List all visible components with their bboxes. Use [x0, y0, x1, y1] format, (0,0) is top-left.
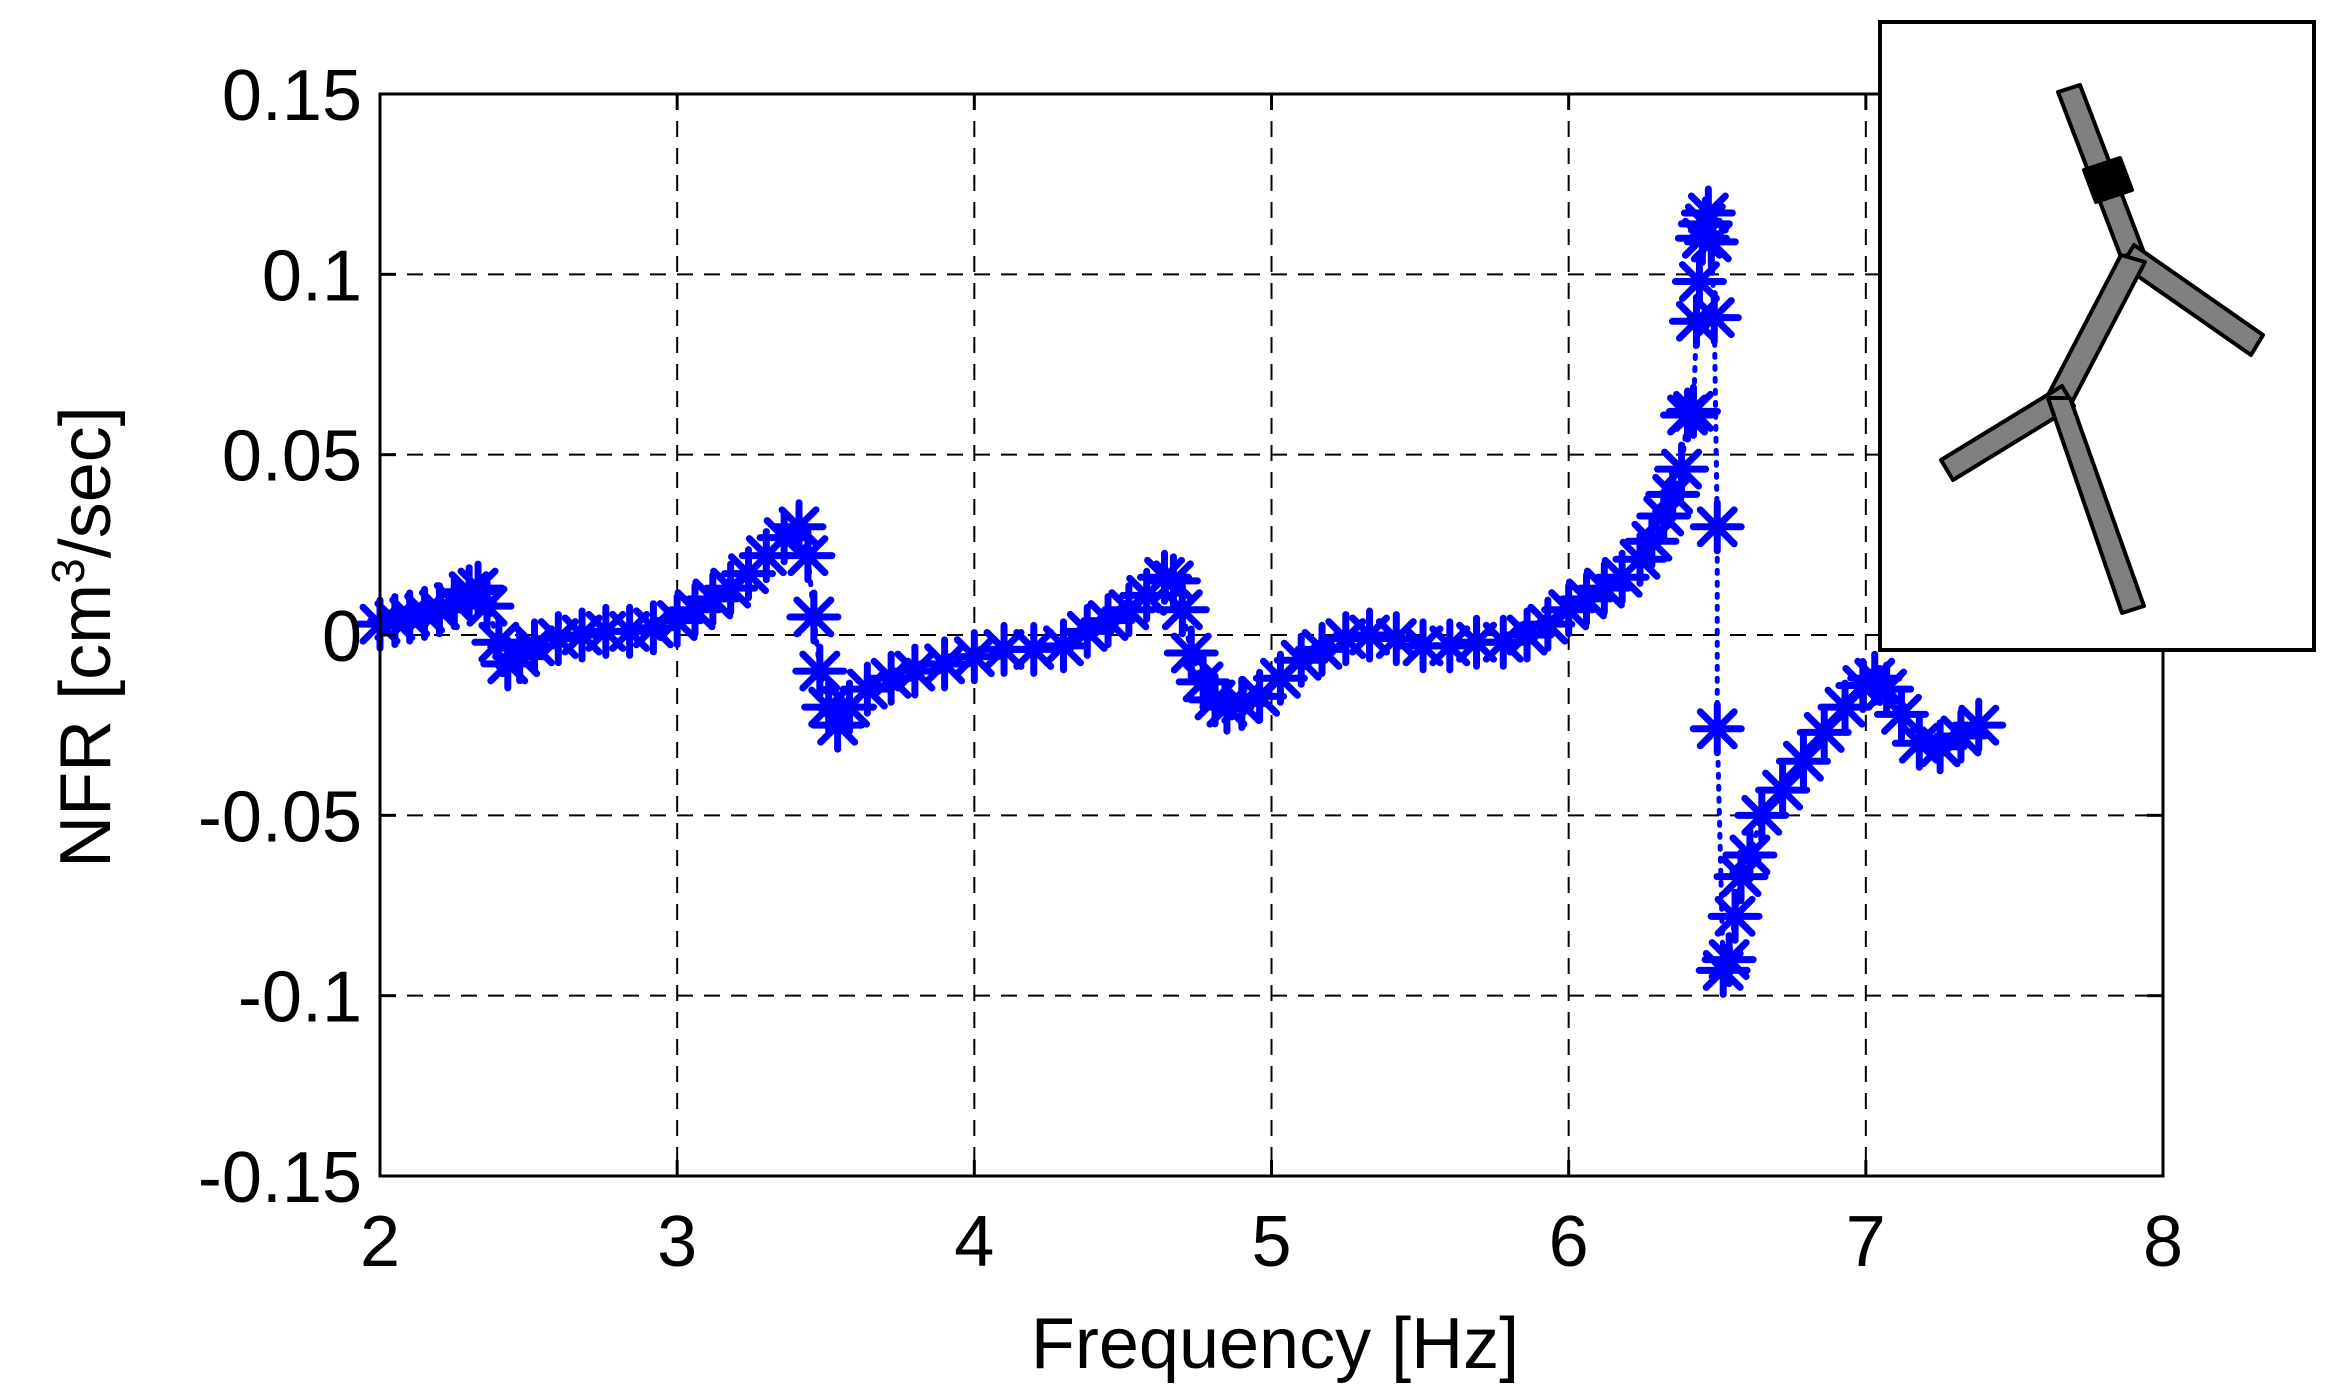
data-point-asterisk	[1686, 290, 1742, 346]
data-point-asterisk	[1873, 686, 1929, 742]
data-point-asterisk	[792, 643, 848, 699]
data-point-asterisk	[1665, 383, 1721, 439]
data-point-asterisk	[1796, 704, 1852, 760]
data-point-asterisk	[1059, 603, 1115, 659]
data-point-asterisk	[1722, 827, 1778, 883]
data-point-asterisk	[1755, 762, 1811, 818]
data-point-asterisk	[1775, 733, 1831, 789]
x-tick-label: 7	[1846, 1202, 1886, 1282]
x-tick-label: 5	[1251, 1202, 1291, 1282]
data-point-asterisk	[685, 571, 741, 627]
data-point-asterisk	[786, 589, 842, 645]
inset-schematic	[1878, 20, 2316, 652]
tube-lower-segment	[2046, 396, 2146, 615]
axis-ticks: 2 3 4 5 6 7 8 -0.15 -0.1 -0.05 0 0.05 0.1 0.15	[198, 56, 2183, 1282]
x-axis-label: Frequency [Hz]	[1031, 1304, 1519, 1384]
y-tick-label: 0.05	[222, 417, 362, 497]
data-point-asterisk	[1654, 441, 1710, 497]
x-tick-label: 6	[1549, 1202, 1589, 1282]
x-tick-label: 8	[2143, 1202, 2183, 1282]
y-tick-label: 0.15	[222, 56, 362, 136]
data-point-asterisk	[1671, 254, 1727, 310]
x-tick-label: 4	[954, 1202, 994, 1282]
data-point-asterisk	[1701, 932, 1757, 988]
y-axis-label-superscript: 3	[42, 558, 94, 584]
x-tick-label: 2	[360, 1202, 400, 1282]
data-point-asterisk	[1689, 701, 1745, 757]
data-point-asterisk	[459, 578, 515, 634]
y-axis-label: NFR [cm3/sec]	[42, 406, 126, 868]
data-point-asterisk	[1859, 661, 1915, 717]
y-axis-label-suffix: /sec]	[46, 406, 126, 558]
data-point-asterisk	[780, 528, 836, 584]
data-series	[352, 185, 2007, 998]
data-point-asterisk	[1475, 614, 1531, 670]
y-axis-label-prefix: NFR [cm	[46, 584, 126, 868]
x-tick-label: 3	[657, 1202, 697, 1282]
data-point-asterisk	[1689, 499, 1745, 555]
tube-right-branch	[2120, 243, 2265, 357]
y-tick-label: 0.1	[262, 236, 362, 316]
tube-band-marker	[2082, 156, 2134, 204]
data-point-asterisk	[1707, 888, 1763, 944]
data-point-asterisk	[1680, 185, 1736, 241]
data-point-asterisk	[1683, 214, 1739, 270]
y-tick-label: 0	[322, 597, 362, 677]
data-point-asterisk	[1951, 697, 2007, 753]
y-tick-label: -0.1	[238, 958, 362, 1038]
y-tick-label: -0.15	[198, 1138, 362, 1218]
data-point-asterisk	[1154, 582, 1210, 638]
y-tick-label: -0.05	[198, 777, 362, 857]
branching-tube-icon	[1939, 83, 2265, 615]
data-point-asterisk	[1912, 719, 1968, 775]
